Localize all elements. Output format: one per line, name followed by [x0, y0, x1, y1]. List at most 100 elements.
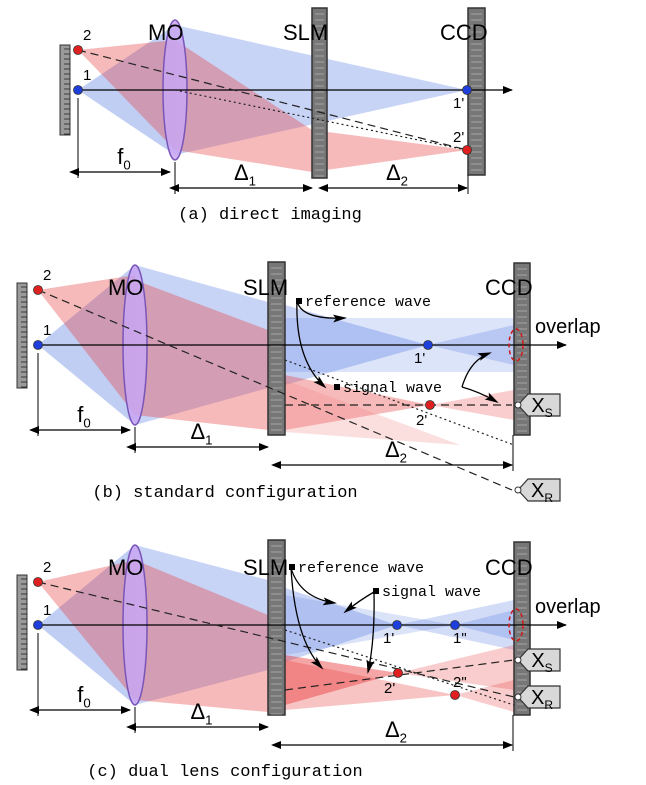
mo-label: MO: [148, 20, 183, 45]
dimension-label-main: Δ: [385, 717, 400, 742]
dimension-label: Δ1: [190, 419, 212, 448]
tag-label-main: X: [531, 650, 544, 672]
point: [33, 620, 43, 630]
tag-label: XS: [531, 395, 552, 420]
point: [425, 400, 435, 410]
tag-label-sub: R: [544, 698, 553, 712]
tag-label: XS: [531, 650, 552, 675]
slm-plate: [311, 7, 328, 179]
overlap-mark: [508, 328, 524, 362]
point-label: 1': [383, 630, 394, 647]
callout-arrow: [296, 299, 347, 323]
overlap-mark: [508, 608, 524, 642]
beam: [285, 375, 430, 430]
dimension-label-sub: 0: [123, 158, 130, 173]
tag: [517, 393, 561, 417]
point: [462, 85, 472, 95]
tag-label-main: X: [531, 480, 544, 502]
point-label: 2": [453, 674, 467, 691]
point: [450, 690, 460, 700]
dimension-label: Δ2: [385, 717, 407, 746]
beam: [78, 40, 175, 150]
object-ruler: [16, 574, 28, 671]
dashed-ray: [37, 581, 515, 698]
dotted-ray: [284, 629, 515, 706]
dimension-label: Δ1: [234, 160, 256, 189]
dimension-label-sub: 1: [205, 713, 212, 728]
tag-point: [514, 401, 522, 409]
dashed-ray: [37, 289, 513, 491]
tag-label: XR: [531, 687, 553, 712]
dimension-label: Δ2: [386, 160, 408, 189]
ccd-label: CCD: [485, 555, 533, 580]
mo-label: MO: [108, 275, 143, 300]
beam: [285, 380, 460, 445]
tag-point: [514, 656, 522, 664]
reference-wave-label: reference wave: [298, 560, 424, 577]
dimension-label: f0: [117, 144, 130, 173]
dimension-label: f0: [77, 682, 90, 711]
dimension-label-sub: 2: [400, 731, 407, 746]
caption: (a) direct imaging: [178, 206, 362, 225]
dimension-label-sub: 1: [249, 174, 256, 189]
dimension-label-main: f: [77, 682, 84, 707]
tag-label-main: X: [531, 395, 544, 417]
point: [73, 45, 83, 55]
reference-wave-label: reference wave: [305, 294, 431, 311]
dimension-label-main: f: [77, 402, 84, 427]
dimension-label-sub: 2: [401, 174, 408, 189]
slm-label: SLM: [243, 555, 288, 580]
dimension-label-sub: 2: [400, 451, 407, 466]
dimension-label: f0: [77, 402, 90, 431]
callout-arrow: [366, 591, 375, 674]
callout-arrow: [290, 567, 324, 670]
point-label: 1: [43, 322, 51, 339]
point-label: 2': [416, 412, 427, 429]
callout-box: [373, 588, 379, 594]
ccd-plate: [513, 541, 531, 716]
callout-box: [334, 384, 340, 390]
dimension-label: Δ2: [385, 437, 407, 466]
dimension-label-sub: 0: [83, 696, 90, 711]
point: [73, 85, 83, 95]
dimension-label-main: f: [117, 144, 124, 169]
point-label: 2: [43, 267, 51, 284]
point-label: 1: [43, 602, 51, 619]
point-label: 2: [43, 559, 51, 576]
signal-wave-label: signal wave: [343, 380, 442, 397]
slm-plate: [267, 539, 286, 716]
slm-label: SLM: [243, 275, 288, 300]
tag: [517, 685, 561, 709]
point: [33, 577, 43, 587]
beam: [285, 660, 455, 710]
beam: [38, 560, 135, 700]
tag: [517, 478, 561, 502]
point-label: 1': [453, 95, 464, 112]
beam: [135, 560, 268, 712]
callout-box: [296, 298, 302, 304]
point: [423, 340, 433, 350]
point: [450, 620, 460, 630]
overlap-label: overlap: [535, 316, 601, 338]
beam: [175, 40, 467, 172]
point: [33, 285, 43, 295]
ccd-plate: [513, 262, 531, 436]
callout-box: [289, 564, 295, 570]
tag-point: [514, 486, 522, 494]
slm-plate: [267, 261, 286, 436]
tag-label-main: X: [531, 687, 544, 709]
point: [393, 668, 403, 678]
point: [392, 620, 402, 630]
dimension-label-main: Δ: [190, 419, 205, 444]
tag-point: [514, 693, 522, 701]
dimension-label-main: Δ: [190, 699, 205, 724]
caption: (c) dual lens configuration: [87, 763, 362, 782]
point-label: 2': [453, 129, 464, 146]
mo-label: MO: [108, 555, 143, 580]
callout-arrow: [343, 591, 375, 614]
point-label: 1': [414, 350, 425, 367]
callout-arrow: [296, 299, 327, 389]
slm-label: SLM: [283, 20, 328, 45]
point: [33, 340, 43, 350]
point-label: 2: [83, 27, 91, 44]
